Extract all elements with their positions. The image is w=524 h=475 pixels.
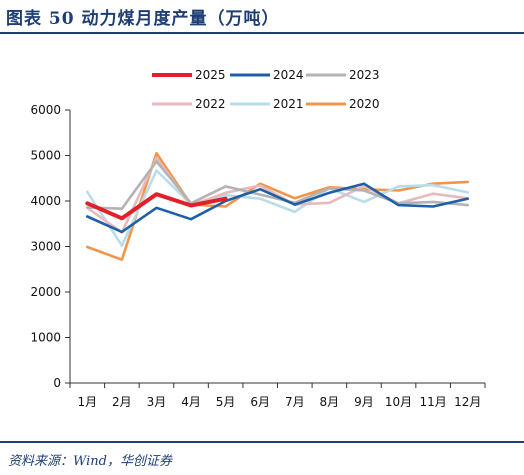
y-tick-label: 0 [53,376,61,390]
title-divider [0,32,524,34]
x-tick-label: 8月 [320,395,340,409]
x-tick-label: 2月 [112,395,132,409]
footer-divider [0,441,524,443]
legend-label-2020: 2020 [349,97,380,111]
figure-title: 图表 50 动力煤月度产量（万吨） [6,9,280,29]
series-line-2025 [85,192,228,221]
legend-label-2023: 2023 [349,68,380,82]
legend-label-2021: 2021 [273,97,304,111]
y-tick-label: 1000 [30,331,61,345]
y-tick-label: 3000 [30,240,61,254]
legend: 2025 2024 2023 2022 2021 2020 [152,68,380,111]
x-tick-label: 3月 [147,395,167,409]
chart-axes: 0 1000 2000 3000 4000 5000 6000 1月 2月 3月 4月 5月 6月 7月 8… [30,103,486,409]
series-lines [85,151,470,261]
legend-label-2022: 2022 [195,97,226,111]
x-tick-label: 7月 [285,395,305,409]
legend-label-2025: 2025 [195,68,226,82]
x-tick-label: 4月 [181,395,201,409]
x-tick-label: 9月 [354,395,374,409]
legend-label-2024: 2024 [273,68,304,82]
x-tick-label: 6月 [250,395,270,409]
source-note: 资料来源：Wind，华创证券 [8,454,172,469]
line-chart: 2025 2024 2023 2022 2021 2020 0 1000 2000 3000 40… [30,68,486,409]
series-line-2024 [86,182,470,234]
series-line-2021 [86,169,470,247]
y-tick-label: 6000 [30,103,61,117]
y-tick-label: 5000 [30,149,61,163]
x-tick-label: 11月 [419,395,446,409]
y-tick-label: 2000 [30,285,61,299]
series-line-2023 [86,160,470,210]
x-tick-label: 5月 [216,395,236,409]
x-tick-label: 10月 [385,395,412,409]
x-tick-label: 12月 [454,395,481,409]
y-tick-label: 4000 [30,194,61,208]
x-tick-label: 1月 [77,395,97,409]
